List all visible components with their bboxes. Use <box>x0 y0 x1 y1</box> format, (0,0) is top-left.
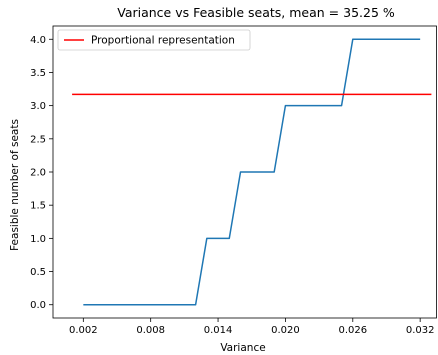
y-tick-label: 1.0 <box>30 234 46 245</box>
y-tick-label: 2.0 <box>30 168 46 179</box>
series-line-feasible-seats <box>83 38 421 306</box>
x-tick-label: 0.026 <box>338 325 367 336</box>
y-tick-label: 2.5 <box>30 134 46 145</box>
y-tick-label: 0.5 <box>30 267 46 278</box>
y-axis-title: Feasible number of seats <box>9 119 21 251</box>
y-tick-label: 1.5 <box>30 201 46 212</box>
y-tick-label: 3.0 <box>30 101 46 112</box>
y-tick-label: 4.0 <box>30 35 46 46</box>
x-axis-title: Variance <box>220 342 265 354</box>
x-tick-label: 0.008 <box>136 325 165 336</box>
axis-ticks: 0.002 0.008 0.014 0.020 0.026 0.032 0.0 0.5 1.0 1… <box>30 35 434 336</box>
x-tick-label: 0.020 <box>271 325 300 336</box>
series-layer <box>72 38 432 306</box>
chart-title: Variance vs Feasible seats, mean = 35.25… <box>117 5 395 20</box>
y-tick-label: 0.0 <box>30 300 46 311</box>
legend-box <box>57 29 251 51</box>
y-tick-label: 3.5 <box>30 68 46 79</box>
x-tick-label: 0.032 <box>406 325 435 336</box>
legend-label: Proportional representation <box>91 35 235 47</box>
legend: Proportional representation <box>57 29 251 51</box>
x-tick-label: 0.002 <box>69 325 98 336</box>
x-tick-label: 0.014 <box>204 325 233 336</box>
